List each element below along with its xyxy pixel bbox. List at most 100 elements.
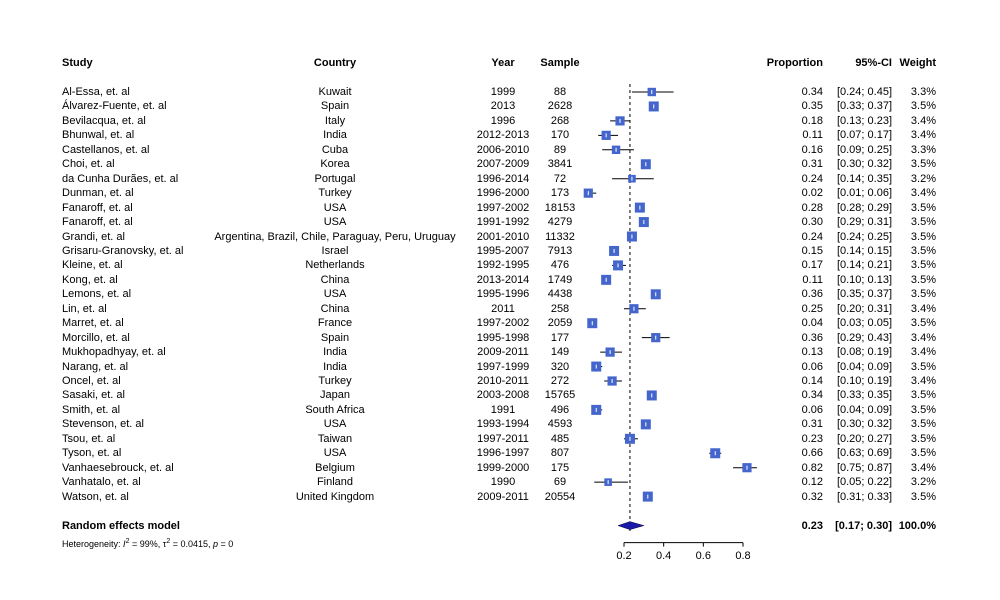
header-proportion: Proportion [766, 57, 823, 69]
study-ci: [0.29; 0.31] [836, 216, 892, 229]
study-sample: 3841 [547, 158, 573, 171]
study-weight: 3.5% [910, 259, 936, 272]
study-name: Grandi, et. al [62, 230, 125, 243]
study-country: Cuba [321, 143, 349, 156]
study-year: 1996 [490, 114, 516, 127]
study-weight: 3.5% [910, 317, 936, 330]
study-proportion: 0.31 [801, 158, 823, 171]
study-sample: 175 [550, 461, 570, 474]
study-weight: 3.3% [910, 143, 936, 156]
study-sample: 2628 [547, 100, 573, 113]
study-proportion: 0.35 [801, 100, 823, 113]
study-ci: [0.04; 0.09] [836, 360, 892, 373]
study-country: United Kingdom [295, 490, 375, 503]
study-year: 2013-2014 [476, 273, 530, 286]
summary-ci: [0.17; 0.30] [835, 519, 892, 532]
study-proportion: 0.17 [801, 259, 823, 272]
study-country: India [323, 360, 347, 373]
study-name: Narang, et. al [62, 360, 129, 373]
study-country: USA [323, 216, 347, 229]
study-name: Stevenson, et. al [62, 418, 144, 431]
study-country: Spain [320, 331, 350, 344]
study-sample: 1749 [547, 273, 573, 286]
study-name: Marret, et. al [62, 317, 124, 330]
study-weight: 3.4% [910, 114, 936, 127]
study-ci: [0.01; 0.06] [836, 187, 892, 200]
header-year: Year [491, 57, 515, 69]
header-country: Country [313, 57, 357, 69]
study-weight: 3.2% [910, 476, 936, 489]
study-sample: 258 [550, 302, 570, 315]
study-ci: [0.10; 0.19] [836, 375, 892, 387]
study-country: Korea [320, 158, 350, 171]
header-study: Study [62, 57, 93, 69]
study-name: Castellanos, et. al [62, 143, 150, 156]
study-name: Oncel, et. al [62, 375, 121, 387]
study-year: 1995-1998 [476, 331, 530, 344]
study-name: Grisaru-Granovsky, et. al [62, 244, 184, 257]
het-i2-value: = 99%, [129, 538, 163, 549]
x-tick-label: 0.8 [735, 549, 751, 562]
study-proportion: 0.12 [801, 476, 823, 489]
study-proportion: 0.66 [801, 447, 823, 460]
study-weight: 3.5% [910, 273, 936, 286]
study-name: Lemons, et. al [62, 288, 132, 301]
study-country: Italy [324, 114, 346, 127]
study-sample: 11332 [545, 230, 575, 243]
header-weight: Weight [899, 57, 936, 69]
study-proportion: 0.30 [801, 216, 823, 229]
study-sample: 18153 [544, 201, 576, 214]
het-i2-exp: 2 [125, 537, 130, 545]
study-sample: 72 [553, 172, 567, 185]
study-proportion: 0.11 [802, 273, 823, 286]
study-sample: 15765 [544, 389, 576, 402]
study-proportion: 0.06 [801, 403, 823, 416]
study-proportion: 0.14 [801, 375, 823, 387]
study-weight: 3.4% [910, 346, 936, 359]
heterogeneity-stats: Heterogeneity: I2 = 99%, τ2 = 0.0415, p … [62, 535, 233, 551]
study-weight: 3.3% [910, 86, 936, 98]
study-name: Dunman, et. al [62, 187, 134, 200]
study-country: Taiwan [317, 432, 353, 445]
study-ci: [0.20; 0.27] [836, 432, 892, 445]
study-sample: 149 [550, 346, 570, 359]
study-proportion: 0.36 [801, 331, 823, 344]
study-sample: 173 [550, 187, 570, 200]
study-year: 1995-1996 [476, 288, 530, 301]
study-country: Argentina, Brazil, Chile, Paraguay, Peru… [214, 230, 456, 243]
study-proportion: 0.82 [801, 461, 823, 474]
study-sample: 268 [550, 114, 570, 127]
study-year: 2001-2010 [476, 230, 530, 243]
study-weight: 3.5% [910, 432, 936, 445]
study-proportion: 0.34 [801, 86, 823, 98]
study-name: Tyson, et. al [62, 447, 122, 460]
study-ci: [0.63; 0.69] [836, 447, 892, 460]
study-year: 1997-2002 [476, 201, 530, 214]
summary-label: Random effects model [62, 519, 180, 532]
study-weight: 3.4% [910, 461, 936, 474]
study-proportion: 0.23 [801, 432, 823, 445]
study-weight: 3.5% [910, 158, 936, 171]
study-year: 1993-1994 [476, 418, 530, 431]
study-country: USA [323, 288, 347, 301]
study-ci: [0.14; 0.35] [836, 172, 892, 185]
study-sample: 2059 [547, 317, 573, 330]
study-year: 2006-2010 [476, 143, 530, 156]
study-sample: 7913 [547, 244, 573, 257]
study-name: Al-Essa, et. al [62, 86, 130, 98]
study-year: 2007-2009 [476, 158, 530, 171]
het-tau-value: = 0.0415, [170, 538, 214, 549]
study-country: India [323, 346, 347, 359]
study-year: 1999 [490, 86, 516, 98]
study-country: Spain [320, 100, 350, 113]
study-year: 1991-1992 [476, 216, 530, 229]
study-proportion: 0.11 [802, 129, 823, 142]
study-ci: [0.03; 0.05] [836, 317, 892, 330]
study-ci: [0.31; 0.33] [836, 490, 892, 503]
study-name: Álvarez-Fuente, et. al [62, 100, 167, 113]
study-weight: 3.5% [910, 490, 936, 503]
study-proportion: 0.15 [801, 244, 823, 257]
study-ci: [0.14; 0.21] [836, 259, 892, 272]
study-country: USA [323, 418, 347, 431]
